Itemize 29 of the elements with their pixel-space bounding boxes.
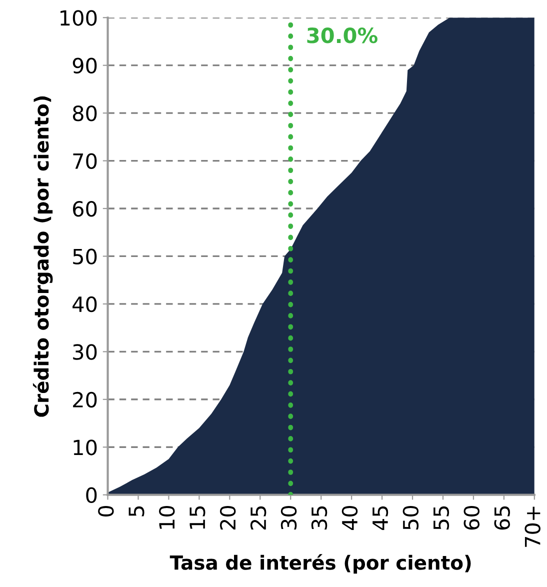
y-tick-label: 100 (60, 10, 97, 26)
x-tick-label: 10 (158, 506, 175, 529)
x-tick-label: 5 (128, 506, 144, 516)
y-tick-label: 40 (72, 296, 97, 312)
ref-line-label: 30.0% (307, 28, 378, 44)
x-axis-title: Tasa de interés (por ciento) (170, 554, 471, 574)
y-tick-label: 50 (73, 248, 97, 264)
x-tick-label: 20 (220, 506, 236, 530)
x-tick-label: 15 (190, 506, 206, 529)
y-tick-label: 10 (74, 440, 97, 456)
y-tick-label: 60 (72, 200, 97, 217)
x-tick-label: 45 (372, 506, 388, 530)
x-tick-label: 40 (342, 506, 358, 530)
x-tick-label: 50 (402, 506, 419, 530)
x-tick-label: 25 (250, 506, 266, 530)
y-tick-label: 0 (86, 487, 97, 504)
x-tick-label: 35 (311, 506, 328, 530)
x-tick-label: 60 (464, 506, 480, 530)
x-tick-label: 70+ (524, 506, 540, 547)
y-tick-label: 90 (72, 58, 97, 74)
x-tick-label: 55 (434, 506, 450, 530)
y-tick-label: 20 (73, 392, 97, 408)
x-tick-label: 0 (98, 506, 114, 516)
y-tick-label: 70 (73, 153, 97, 169)
y-axis-title: Crédito otorgado (por ciento) (32, 96, 53, 417)
y-tick-label: 80 (72, 106, 97, 122)
x-tick-label: 65 (494, 506, 510, 530)
x-tick-label: 30 (280, 506, 297, 530)
y-tick-label: 30 (73, 344, 97, 360)
